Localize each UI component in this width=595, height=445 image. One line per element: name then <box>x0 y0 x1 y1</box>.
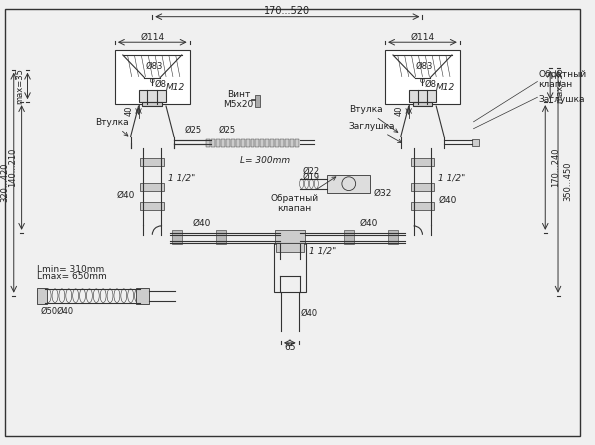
Bar <box>246 138 249 147</box>
Bar <box>295 138 299 147</box>
Bar <box>139 90 166 102</box>
Text: Ø50: Ø50 <box>40 307 57 316</box>
Bar <box>388 230 398 243</box>
Bar <box>211 138 215 147</box>
Text: 140...210: 140...210 <box>8 148 17 187</box>
Text: 40: 40 <box>124 106 134 116</box>
Text: Ø19: Ø19 <box>302 173 320 182</box>
Bar <box>241 138 245 147</box>
Bar <box>275 230 305 243</box>
Bar <box>140 202 164 210</box>
Text: Ø32: Ø32 <box>373 189 392 198</box>
Text: Заглушка: Заглушка <box>538 95 585 104</box>
Text: 350...450: 350...450 <box>563 162 572 202</box>
Text: 1 1/2": 1 1/2" <box>168 173 195 182</box>
Text: Ø40: Ø40 <box>359 219 378 228</box>
Text: 1 1/2": 1 1/2" <box>438 173 465 182</box>
Bar <box>411 183 434 190</box>
Bar <box>274 243 306 292</box>
Text: Ø22: Ø22 <box>302 166 320 175</box>
Bar <box>385 50 460 104</box>
Text: 1 1/2": 1 1/2" <box>309 247 337 256</box>
Text: 170...240: 170...240 <box>552 148 560 187</box>
Text: Ø40: Ø40 <box>192 219 211 228</box>
Bar <box>231 138 235 147</box>
Text: L= 300mm: L= 300mm <box>240 156 290 165</box>
Text: Обратный
клапан: Обратный клапан <box>271 177 336 213</box>
Bar <box>236 138 240 147</box>
Text: max=35: max=35 <box>556 67 565 103</box>
Bar <box>344 230 353 243</box>
Bar <box>411 158 434 166</box>
Bar <box>37 288 47 303</box>
Text: Заглушка: Заглушка <box>349 121 402 142</box>
Text: Lmin= 310mm: Lmin= 310mm <box>37 265 105 274</box>
Text: Ø40: Ø40 <box>57 307 74 316</box>
Text: Втулка: Втулка <box>349 105 398 133</box>
Bar <box>140 158 164 166</box>
Text: Втулка: Втулка <box>95 118 129 136</box>
Bar <box>270 138 274 147</box>
Text: M12: M12 <box>436 83 455 92</box>
Text: Ø8: Ø8 <box>154 80 166 89</box>
Bar <box>255 95 261 107</box>
Text: 65: 65 <box>284 343 296 352</box>
Text: Ø83: Ø83 <box>146 62 163 71</box>
Bar <box>226 138 230 147</box>
Bar <box>255 138 259 147</box>
Text: Ø8: Ø8 <box>424 80 436 89</box>
Bar <box>142 102 162 106</box>
Text: Ø40: Ø40 <box>300 309 318 318</box>
Bar <box>221 138 225 147</box>
Bar <box>285 138 289 147</box>
Bar <box>216 230 226 243</box>
Text: Ø25: Ø25 <box>185 125 202 134</box>
Text: Ø40: Ø40 <box>116 191 134 200</box>
Bar <box>115 50 190 104</box>
Bar <box>412 102 433 106</box>
Bar <box>276 243 303 252</box>
Text: 170...520: 170...520 <box>264 6 311 16</box>
Bar <box>250 138 255 147</box>
Bar <box>327 175 370 193</box>
Bar <box>216 138 220 147</box>
Text: M12: M12 <box>166 83 185 92</box>
Text: Ø114: Ø114 <box>411 33 434 42</box>
Text: Ø83: Ø83 <box>416 62 433 71</box>
Text: Ø25: Ø25 <box>218 125 235 134</box>
Bar <box>136 288 149 303</box>
Bar <box>275 138 279 147</box>
Text: 40: 40 <box>395 106 404 116</box>
Bar <box>265 138 269 147</box>
Bar <box>411 202 434 210</box>
Bar <box>261 138 264 147</box>
Bar <box>472 138 480 146</box>
Bar <box>172 230 181 243</box>
Text: Винт
M5x20: Винт M5x20 <box>224 89 254 109</box>
Text: Ø114: Ø114 <box>140 33 164 42</box>
Bar <box>409 90 436 102</box>
Bar <box>280 138 284 147</box>
Bar <box>140 183 164 190</box>
Text: 320...420: 320...420 <box>1 163 10 202</box>
Text: Обратный
клапан: Обратный клапан <box>538 70 587 89</box>
Bar <box>206 138 210 147</box>
Bar <box>290 138 294 147</box>
Text: max=35: max=35 <box>15 68 24 104</box>
Text: Ø40: Ø40 <box>438 196 456 205</box>
Text: Lmax= 650mm: Lmax= 650mm <box>37 272 107 281</box>
